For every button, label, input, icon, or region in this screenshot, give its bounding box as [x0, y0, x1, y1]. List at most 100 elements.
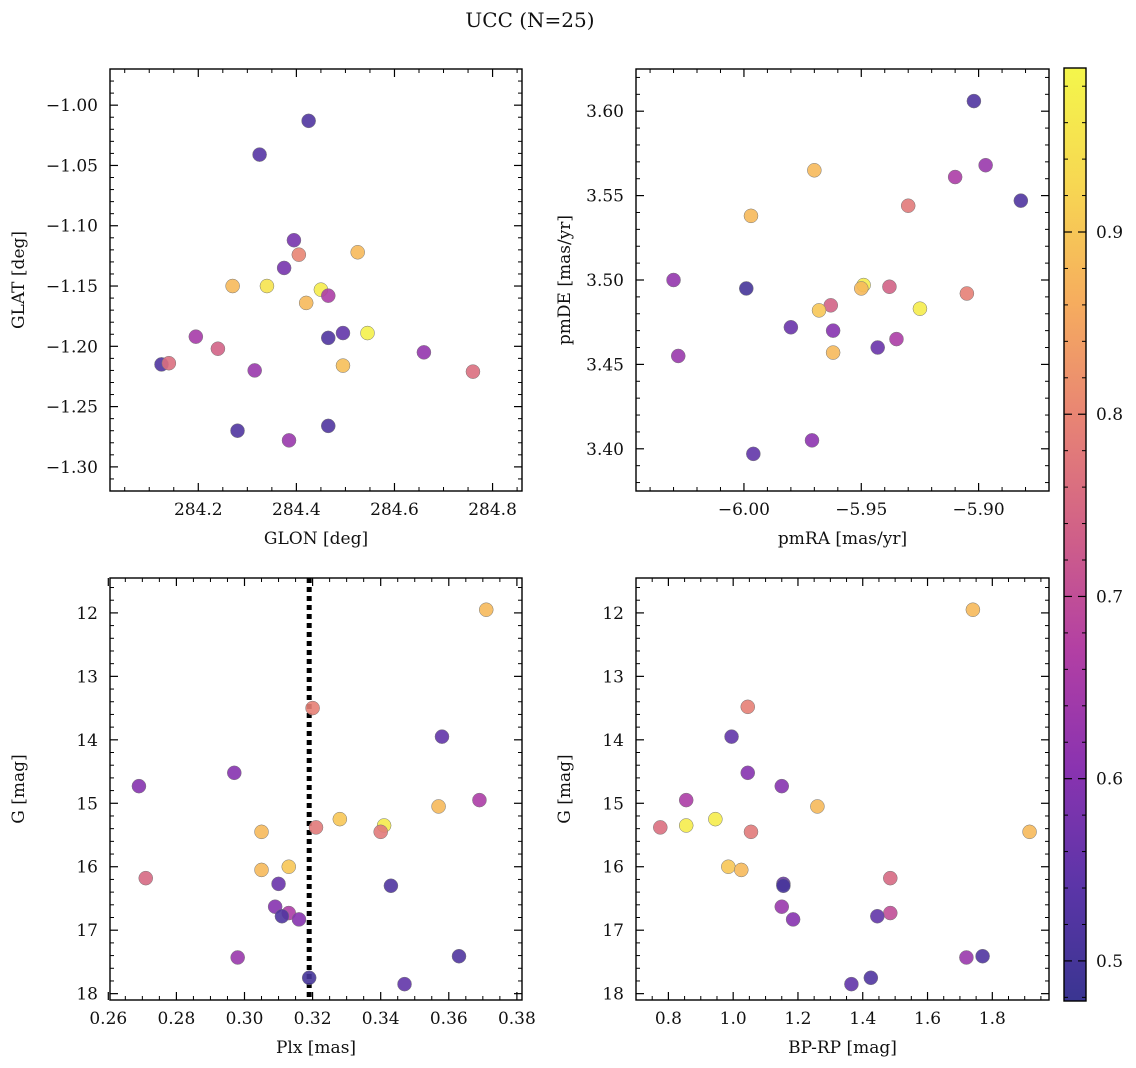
y-axis-label: G [mag] — [555, 754, 575, 823]
scatter-point — [854, 281, 869, 296]
y-axis-label: GLAT [deg] — [9, 231, 29, 329]
y-tick-label: 18 — [76, 985, 98, 1005]
scatter-points — [154, 113, 481, 448]
colorbar: 0.5 0.6 0.7 0.8 0.9 — [1063, 67, 1123, 1002]
scatter-point — [291, 912, 307, 927]
x-tick-label: 0.8 — [655, 1009, 682, 1029]
scatter-points — [653, 602, 1037, 992]
scatter-point — [844, 976, 859, 992]
scatter-point — [870, 908, 885, 924]
scatter-point — [360, 325, 375, 341]
scatter-point — [783, 320, 799, 335]
scatter-point — [281, 433, 297, 448]
y-tick-label: 15 — [602, 794, 624, 814]
scatter-point — [138, 870, 154, 886]
scatter-point — [785, 912, 801, 927]
x-axis-label: BP-RP [mag] — [788, 1038, 897, 1058]
colorbar-tick-label: 0.7 — [1096, 587, 1123, 607]
y-tick-label: 12 — [602, 604, 624, 624]
scatter-point — [670, 348, 686, 364]
scatter-point — [947, 169, 963, 185]
scatter-point — [465, 364, 481, 379]
y-tick-label: −1.30 — [46, 458, 98, 478]
minor-ticks — [636, 69, 1050, 491]
scatter-point — [740, 699, 756, 715]
y-tick-label: 16 — [602, 858, 624, 878]
scatter-point — [305, 700, 320, 716]
scatter-point — [373, 824, 388, 840]
scatter-point — [332, 811, 348, 827]
x-tick-label: 284.6 — [370, 500, 419, 520]
scatter-point — [286, 232, 302, 248]
scatter-point — [254, 862, 269, 878]
y-tick-label: 13 — [602, 667, 624, 687]
scatter-point — [774, 899, 790, 914]
scatter-point — [889, 331, 904, 347]
scatter-point — [734, 862, 749, 878]
y-tick-label: 3.45 — [586, 355, 624, 375]
panel-plx-g: 0.26 0.28 0.30 0.32 0.34 0.36 0.38 12 13 14 15 16 17… — [9, 577, 536, 1058]
colorbar-gradient — [1064, 68, 1086, 1001]
scatter-point — [478, 602, 494, 617]
scatter-point — [451, 948, 467, 964]
scatter-point — [811, 303, 827, 318]
y-tick-label: −1.05 — [46, 156, 98, 176]
y-tick-label: 12 — [76, 604, 98, 624]
scatter-point — [810, 799, 825, 814]
scatter-point — [965, 602, 981, 617]
panel-pmra-pmde: −6.00 −5.95 −5.90 3.40 3.45 3.50 3.55 3.60 pmRA … — [555, 68, 1050, 549]
y-axis-label: G [mag] — [9, 754, 29, 823]
axes-frame — [635, 68, 1050, 492]
x-tick-label: 0.34 — [362, 1009, 400, 1029]
minor-ticks — [635, 578, 1049, 1000]
x-tick-label: 0.26 — [89, 1009, 127, 1029]
y-tick-label: 18 — [602, 985, 624, 1005]
minor-ticks — [110, 68, 522, 492]
scatter-point — [259, 278, 275, 294]
scatter-point — [321, 330, 336, 346]
scatter-point — [743, 824, 759, 840]
scatter-point — [666, 272, 681, 288]
x-axis-label: GLON [deg] — [264, 529, 368, 549]
axes-frame — [635, 577, 1050, 1001]
scatter-point — [210, 341, 226, 356]
scatter-point — [740, 765, 756, 781]
y-tick-label: −1.10 — [46, 217, 98, 237]
colorbar-tick-label: 0.6 — [1096, 770, 1123, 790]
scatter-point — [678, 792, 694, 808]
minor-ticks — [110, 578, 522, 1000]
scatter-point — [975, 948, 990, 964]
y-axis-label: pmDE [mas/yr] — [555, 215, 575, 345]
scatter-point — [1013, 193, 1029, 208]
scatter-point — [291, 247, 307, 262]
scatter-point — [383, 878, 399, 894]
scatter-point — [335, 325, 351, 341]
scatter-point — [678, 818, 694, 833]
scatter-point — [321, 288, 336, 303]
scatter-point — [959, 286, 975, 301]
y-tick-label: 17 — [76, 921, 98, 941]
y-tick-label: 14 — [76, 731, 98, 751]
x-tick-label: 1.8 — [979, 1009, 1006, 1029]
scatter-point — [959, 950, 974, 965]
y-tick-label: −1.25 — [46, 398, 98, 418]
axes-frame — [109, 68, 523, 492]
scatter-point — [743, 208, 759, 224]
scatter-point — [298, 295, 314, 311]
scatter-point — [472, 792, 487, 808]
x-axis-label: Plx [mas] — [276, 1038, 356, 1058]
figure-title: UCC (N=25) — [465, 8, 594, 32]
scatter-point — [131, 778, 147, 794]
x-tick-label: 0.30 — [226, 1009, 264, 1029]
x-tick-label: 284.2 — [174, 500, 223, 520]
scatter-point — [978, 157, 993, 173]
y-tick-label: 17 — [602, 921, 624, 941]
y-tick-label: 3.40 — [586, 440, 624, 460]
x-tick-label: 0.32 — [294, 1009, 332, 1029]
y-tick-label: 13 — [76, 667, 98, 687]
scatter-point — [321, 418, 336, 434]
axes-frame — [109, 577, 523, 1001]
y-tick-label: −1.20 — [46, 337, 98, 357]
panel-bprp-g: 0.8 1.0 1.2 1.4 1.6 1.8 12 13 14 15 16 17 18 BP-RP [m… — [555, 577, 1050, 1058]
